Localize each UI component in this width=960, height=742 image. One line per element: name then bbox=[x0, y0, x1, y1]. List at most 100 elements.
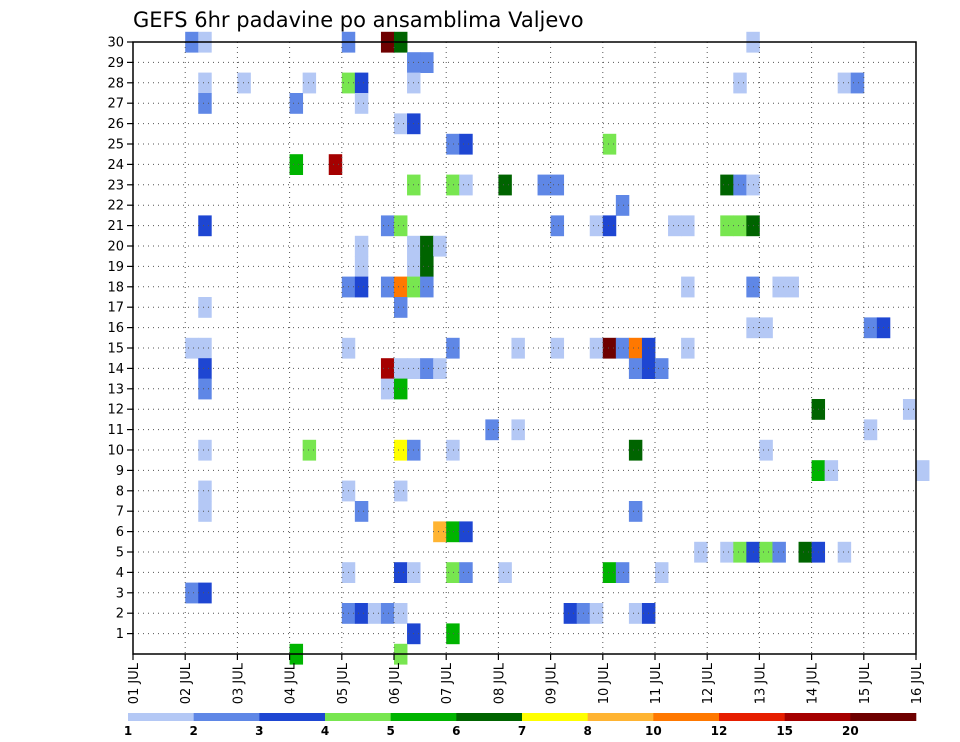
y-tick-label: 4 bbox=[116, 566, 124, 581]
heatmap-cell bbox=[628, 603, 643, 624]
heatmap-cell bbox=[550, 215, 565, 237]
heatmap-cell bbox=[198, 297, 212, 318]
colorbar-swatch bbox=[850, 713, 917, 721]
colorbar-label: 8 bbox=[583, 724, 591, 738]
heatmap-cell bbox=[433, 358, 447, 379]
heatmap-cell bbox=[759, 317, 773, 339]
heatmap-cell bbox=[446, 562, 460, 583]
heatmap-cell bbox=[628, 501, 643, 522]
y-tick-label: 10 bbox=[107, 444, 124, 459]
y-tick-label: 19 bbox=[107, 260, 124, 275]
colorbar-swatch bbox=[325, 713, 391, 721]
colorbar-swatch bbox=[784, 713, 851, 721]
heatmap-cell bbox=[759, 439, 773, 461]
heatmap-cell bbox=[720, 174, 734, 196]
heatmap-cell bbox=[446, 174, 460, 196]
heatmap-cells bbox=[185, 31, 930, 665]
heatmap-cell bbox=[498, 174, 512, 196]
y-tick-label: 15 bbox=[107, 342, 124, 357]
heatmap-cell bbox=[354, 235, 369, 257]
heatmap-cell bbox=[498, 562, 512, 583]
heatmap-cell bbox=[916, 460, 930, 481]
heatmap-cell bbox=[459, 562, 473, 583]
y-tick-label: 28 bbox=[107, 76, 124, 91]
heatmap-cell bbox=[563, 603, 578, 624]
colorbar-label: 15 bbox=[776, 724, 793, 738]
colorbar: 1 2 3 4 5 6 7 8 10 12 15 20 bbox=[124, 713, 917, 738]
heatmap-cell bbox=[837, 541, 852, 563]
colorbar-swatch bbox=[128, 713, 194, 721]
heatmap-cell bbox=[459, 521, 473, 543]
heatmap-cell bbox=[589, 337, 604, 359]
x-tick-label: 05 JUL bbox=[336, 662, 351, 704]
heatmap-cell bbox=[824, 460, 839, 481]
heatmap-cell bbox=[446, 521, 460, 543]
heatmap-cell bbox=[837, 72, 852, 94]
heatmap-cell bbox=[420, 256, 434, 277]
y-tick-label: 11 bbox=[107, 423, 124, 438]
heatmap-cell bbox=[602, 337, 617, 359]
heatmap-cell bbox=[628, 358, 643, 379]
heatmap-cell bbox=[681, 337, 695, 359]
heatmap-cell bbox=[394, 215, 408, 237]
heatmap-cell bbox=[459, 174, 473, 196]
heatmap-cell bbox=[198, 439, 212, 461]
y-tick-label: 22 bbox=[107, 199, 124, 214]
y-tick-label: 9 bbox=[116, 464, 124, 479]
heatmap-cell bbox=[863, 317, 878, 339]
heatmap-cell bbox=[668, 215, 682, 237]
colorbar-label: 3 bbox=[255, 724, 263, 738]
heatmap-cell bbox=[733, 174, 747, 196]
heatmap-cell bbox=[380, 378, 395, 400]
heatmap-cell bbox=[354, 603, 369, 624]
y-tick-label: 23 bbox=[107, 178, 124, 193]
heatmap-cell bbox=[302, 439, 317, 461]
heatmap-cell bbox=[459, 133, 473, 155]
heatmap-cell bbox=[198, 480, 212, 502]
heatmap-cell bbox=[380, 603, 395, 624]
y-tick-label: 2 bbox=[116, 607, 124, 622]
colorbar-swatch bbox=[653, 713, 720, 721]
heatmap-cell bbox=[394, 562, 408, 583]
heatmap-cell bbox=[602, 562, 617, 583]
heatmap-cell bbox=[354, 72, 369, 94]
y-axis: 1234567891011121314151617181920212223242… bbox=[107, 36, 133, 642]
heatmap-cell bbox=[720, 215, 734, 237]
heatmap-cell bbox=[198, 582, 212, 604]
heatmap-cell bbox=[394, 439, 408, 461]
x-tick-label: 13 JUL bbox=[753, 662, 768, 704]
heatmap-cell bbox=[433, 235, 447, 257]
heatmap-cell bbox=[446, 133, 460, 155]
colorbar-swatch bbox=[719, 713, 785, 721]
heatmap-cell bbox=[446, 337, 460, 359]
heatmap-cell bbox=[354, 276, 369, 298]
heatmap-cell bbox=[328, 154, 343, 175]
heatmap-cell bbox=[589, 215, 604, 237]
heatmap-cell bbox=[850, 72, 865, 94]
colorbar-swatch bbox=[259, 713, 326, 721]
colorbar-swatch bbox=[587, 713, 654, 721]
colorbar-swatch bbox=[390, 713, 457, 721]
x-axis: 01 JUL 02 JUL 03 JUL 04 JUL 05 JUL 06 JUL 07 J… bbox=[127, 654, 925, 704]
y-tick-label: 17 bbox=[107, 301, 124, 316]
y-tick-label: 14 bbox=[107, 362, 124, 377]
heatmap-cell bbox=[354, 93, 369, 114]
heatmap-cell bbox=[198, 378, 212, 400]
heatmap-cell bbox=[798, 541, 812, 563]
heatmap-cell bbox=[589, 603, 604, 624]
y-tick-label: 25 bbox=[107, 138, 124, 153]
colorbar-label: 20 bbox=[842, 724, 859, 738]
y-tick-label: 12 bbox=[107, 403, 124, 418]
heatmap-cell bbox=[772, 276, 786, 298]
y-tick-label: 29 bbox=[107, 56, 124, 71]
heatmap-cell bbox=[759, 541, 773, 563]
heatmap-cell bbox=[550, 174, 565, 196]
x-tick-label: 07 JUL bbox=[440, 662, 455, 704]
heatmap-cell bbox=[602, 215, 617, 237]
heatmap-cell bbox=[380, 358, 395, 379]
y-tick-label: 5 bbox=[116, 546, 124, 561]
x-tick-label: 01 JUL bbox=[127, 662, 142, 704]
heatmap-cell bbox=[420, 276, 434, 298]
y-tick-label: 21 bbox=[107, 219, 124, 234]
